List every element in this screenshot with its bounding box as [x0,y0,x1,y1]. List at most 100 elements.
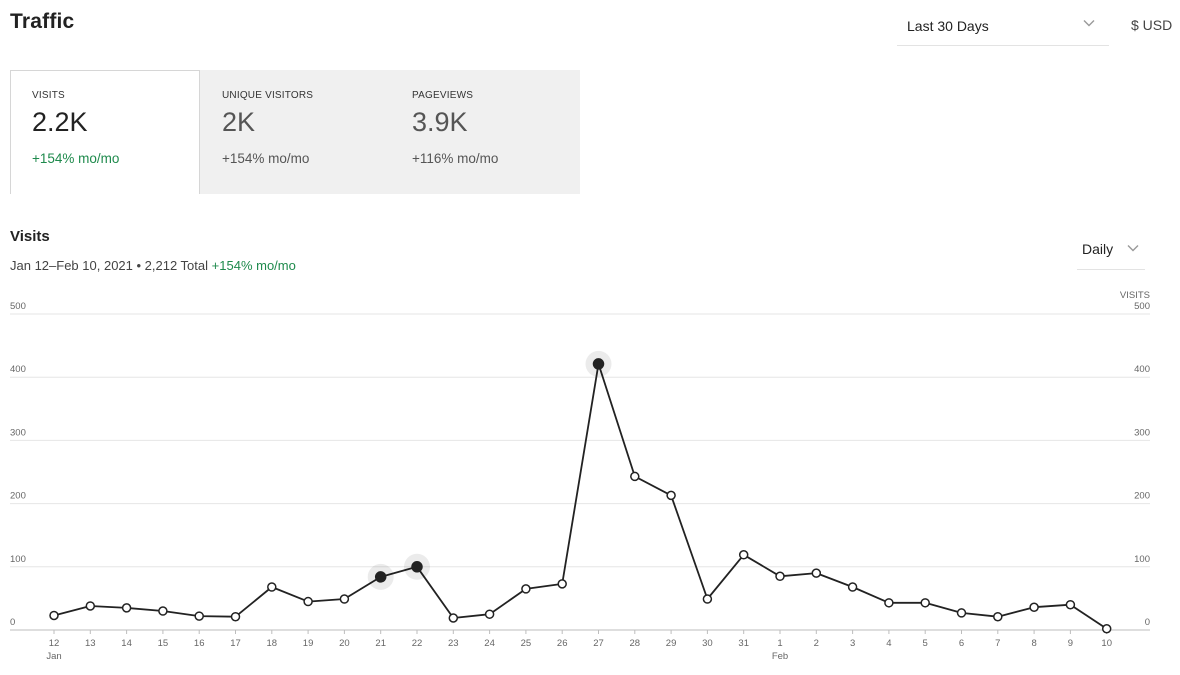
x-tick-label: 2 [814,638,819,649]
data-point[interactable] [339,594,350,604]
data-point[interactable] [1029,602,1039,612]
y-tick-label-right: 500 [1134,301,1150,312]
data-point[interactable] [884,598,894,608]
data-point[interactable] [230,611,241,622]
x-month-label: Feb [772,651,788,662]
data-point-highlighted[interactable] [374,571,387,583]
y-axis-title: VISITS [1120,290,1150,301]
data-point[interactable] [194,611,204,621]
x-tick-label: 24 [484,638,495,649]
x-tick-label: 30 [702,638,713,649]
interval-label: Daily [1082,241,1114,257]
y-tick-label-right: 400 [1134,364,1150,375]
x-tick-label: 1 [777,638,782,649]
stat-tabs: VISITS 2.2K +154% mo/mo UNIQUE VISITORS … [10,70,580,194]
y-tick-label-left: 100 [10,554,26,565]
data-point[interactable] [1065,599,1076,610]
stat-change: +154% mo/mo [32,151,120,166]
stat-change: +154% mo/mo [222,151,310,166]
x-tick-label: 7 [995,638,1000,649]
x-tick-label: 4 [886,638,891,649]
series-line [53,363,1108,630]
data-point[interactable] [121,603,132,613]
y-tick-label-left: 500 [10,301,26,312]
y-tick-label-left: 300 [10,427,26,438]
chevron-down-icon [1083,20,1095,27]
y-tick-label-left: 400 [10,364,26,375]
data-point[interactable] [775,571,785,582]
stat-value: 2.2K [32,107,88,137]
stat-value: 3.9K [412,107,468,137]
data-point-highlighted[interactable] [592,358,605,370]
data-point[interactable] [267,582,277,592]
data-point[interactable] [847,582,858,592]
currency-select[interactable]: $ USD [1131,17,1173,33]
date-range-select[interactable]: Last 30 Days [897,6,1109,46]
date-range-label: Last 30 Days [907,17,989,34]
x-tick-label: 28 [630,638,641,649]
x-tick-label: 6 [959,638,964,649]
stat-tab-pageviews[interactable]: PAGEVIEWS 3.9K +116% mo/mo [390,70,580,194]
data-point[interactable] [702,594,713,604]
section-title: Visits [10,228,50,245]
x-tick-label: 13 [85,638,96,649]
stat-tab-unique-visitors[interactable]: UNIQUE VISITORS 2K +154% mo/mo [200,70,390,194]
x-tick-label: 20 [339,638,350,649]
x-tick-label: 14 [121,638,132,649]
data-point[interactable] [956,608,967,618]
data-point[interactable] [448,613,459,623]
stat-value: 2K [222,107,256,137]
x-tick-label: 19 [303,638,314,649]
x-tick-label: 26 [557,638,568,649]
data-point[interactable] [738,550,749,560]
data-point[interactable] [811,568,822,578]
x-tick-label: 29 [666,638,677,649]
interval-select[interactable]: Daily [1077,232,1145,270]
data-point[interactable] [1101,623,1112,634]
x-tick-label: 31 [738,638,749,649]
x-tick-label: 18 [267,638,278,649]
data-point[interactable] [484,609,495,619]
x-tick-label: 17 [230,638,241,649]
x-tick-label: 22 [412,638,423,649]
x-tick-label: 23 [448,638,459,649]
data-point[interactable] [49,610,59,621]
x-month-label: Jan [46,651,61,662]
x-tick-label: 16 [194,638,205,649]
data-point[interactable] [993,611,1003,622]
stat-label: UNIQUE VISITORS [222,90,314,101]
y-tick-label-left: 0 [10,617,15,628]
section-change: +154% mo/mo [211,258,296,273]
data-point[interactable] [85,601,96,611]
date-range-total: Jan 12–Feb 10, 2021 • 2,212 Total [10,258,209,273]
stat-change: +116% mo/mo [412,151,499,166]
data-point[interactable] [521,584,531,594]
data-point[interactable] [158,606,168,616]
y-tick-label-right: 300 [1134,427,1150,438]
data-point[interactable] [303,596,313,607]
section-subtitle: Jan 12–Feb 10, 2021 • 2,212 Total +154% … [10,258,296,273]
stat-label: PAGEVIEWS [412,90,474,101]
x-tick-label: 12 [49,638,60,649]
x-tick-label: 25 [521,638,532,649]
y-tick-label-right: 200 [1134,491,1150,502]
chevron-down-icon [1127,245,1139,252]
stat-tab-visits[interactable]: VISITS 2.2K +154% mo/mo [10,70,200,194]
x-tick-label: 3 [850,638,855,649]
x-tick-label: 8 [1031,638,1036,649]
x-tick-label: 27 [593,638,604,649]
data-point[interactable] [666,490,676,501]
y-tick-label-left: 200 [10,491,26,502]
data-point[interactable] [630,471,640,482]
x-tick-label: 10 [1101,638,1112,649]
y-tick-label-right: 100 [1134,554,1150,565]
data-point[interactable] [920,598,930,608]
data-point-highlighted[interactable] [411,561,423,573]
x-tick-label: 9 [1068,638,1073,649]
x-tick-label: 5 [923,638,928,649]
page-title: Traffic [10,10,75,33]
stat-label: VISITS [32,90,65,101]
x-tick-label: 15 [158,638,169,649]
data-point[interactable] [557,579,567,589]
